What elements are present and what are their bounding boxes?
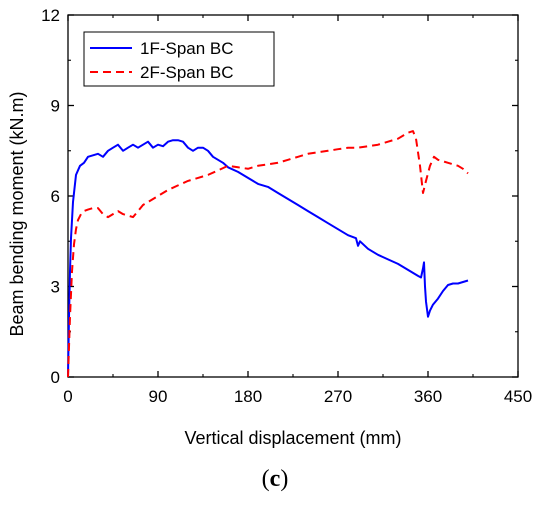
panel-letter: c (270, 466, 281, 492)
legend: 1F-Span BC 2F-Span BC (84, 32, 274, 86)
x-tick-label: 0 (63, 387, 72, 406)
x-axis-title: Vertical displacement (mm) (184, 428, 401, 448)
panel-label: (c) (0, 466, 550, 493)
y-tick-label: 0 (51, 368, 60, 387)
y-tick-label: 12 (41, 6, 60, 25)
legend-label-1: 1F-Span BC (140, 39, 234, 58)
y-tick-label: 9 (51, 97, 60, 116)
y-tick-label: 3 (51, 278, 60, 297)
x-tick-labels: 0 90 180 270 360 450 (63, 387, 532, 406)
y-axis-title: Beam bending moment (kN.m) (7, 91, 27, 336)
x-tick-label: 180 (234, 387, 262, 406)
series-line-1 (68, 140, 468, 377)
x-tick-label: 360 (414, 387, 442, 406)
series-lines (68, 131, 468, 377)
y-tick-label: 6 (51, 187, 60, 206)
series-line-2 (68, 131, 468, 377)
y-tick-labels: 0 3 6 9 12 (41, 6, 60, 387)
x-tick-label: 450 (504, 387, 532, 406)
x-tick-label: 90 (149, 387, 168, 406)
x-tick-label: 270 (324, 387, 352, 406)
legend-label-2: 2F-Span BC (140, 63, 234, 82)
